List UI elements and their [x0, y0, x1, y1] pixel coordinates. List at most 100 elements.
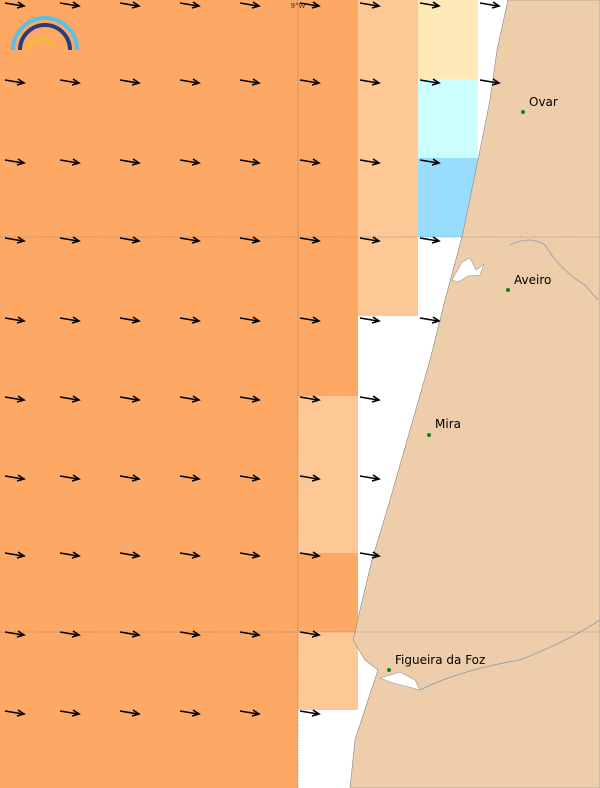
wind-arrow — [299, 630, 321, 638]
wind-arrow — [179, 158, 201, 166]
wind-arrow — [179, 316, 201, 324]
place-label: Ovar — [529, 95, 558, 109]
place-dot — [427, 433, 431, 437]
wind-arrow — [239, 630, 261, 638]
wind-arrow — [179, 474, 201, 482]
wind-arrow — [239, 236, 261, 244]
wind-arrow — [419, 316, 441, 324]
wind-arrow — [4, 630, 26, 638]
wind-arrow — [119, 158, 141, 166]
cell — [358, 0, 418, 316]
wind-arrow — [59, 630, 81, 638]
wind-arrow — [4, 395, 26, 403]
arrows — [4, 1, 501, 717]
cell — [418, 79, 478, 158]
wind-arrow — [179, 630, 201, 638]
wind-arrow — [239, 78, 261, 86]
cell — [298, 396, 358, 553]
cell — [418, 0, 478, 79]
wind-arrow — [4, 236, 26, 244]
wind-arrow — [239, 316, 261, 324]
wind-arrow — [359, 158, 381, 166]
wind-arrow — [359, 551, 381, 559]
wind-arrow — [59, 316, 81, 324]
wind-arrow — [359, 474, 381, 482]
wind-arrow — [59, 395, 81, 403]
wind-arrow — [59, 1, 81, 9]
wind-arrow — [419, 158, 441, 166]
land — [349, 0, 600, 788]
wind-arrow — [479, 1, 501, 9]
wind-arrow — [359, 1, 381, 9]
wind-arrow — [119, 630, 141, 638]
wind-arrow — [4, 158, 26, 166]
wind-arrow — [419, 236, 441, 244]
place-label: Figueira da Foz — [395, 653, 485, 667]
wind-arrow — [59, 236, 81, 244]
cell — [298, 0, 358, 396]
wind-arrow — [179, 78, 201, 86]
wind-arrow — [179, 709, 201, 717]
wind-arrow — [4, 1, 26, 9]
wind-arrow — [59, 551, 81, 559]
place-dot — [506, 288, 510, 292]
wind-arrow — [299, 551, 321, 559]
wind-arrow — [4, 78, 26, 86]
wind-arrow — [119, 1, 141, 9]
wind-arrow — [299, 236, 321, 244]
wind-arrow — [179, 1, 201, 9]
wind-arrow — [419, 78, 441, 86]
logo-arc — [11, 16, 79, 51]
wind-arrow — [59, 474, 81, 482]
wind-arrow — [419, 1, 441, 9]
meridian-label: 9°W — [291, 2, 306, 10]
place-label: Mira — [435, 417, 461, 431]
wind-arrow — [299, 316, 321, 324]
wind-arrow — [4, 316, 26, 324]
places: Ovar Aveiro Mira Figueira da Foz — [387, 95, 558, 672]
wind-arrow — [479, 78, 501, 86]
wind-arrow — [4, 709, 26, 717]
wind-arrow — [239, 1, 261, 9]
wind-arrow — [179, 551, 201, 559]
wind-arrow — [4, 474, 26, 482]
wind-arrow — [359, 236, 381, 244]
wind-arrow — [179, 236, 201, 244]
wind-arrow — [59, 78, 81, 86]
wind-arrow — [299, 709, 321, 717]
logo-arc — [18, 23, 72, 51]
wind-arrow — [119, 551, 141, 559]
wind-arrow — [359, 316, 381, 324]
cell — [0, 0, 298, 788]
wind-arrow — [59, 158, 81, 166]
wind-arrow — [4, 551, 26, 559]
place-dot — [387, 668, 391, 672]
wind-arrow — [239, 474, 261, 482]
place-dot — [521, 110, 525, 114]
wind-arrow — [119, 709, 141, 717]
wind-arrow — [239, 551, 261, 559]
wind-arrow — [119, 395, 141, 403]
wind-arrow — [59, 709, 81, 717]
wind-arrow — [299, 1, 321, 9]
cell — [298, 553, 358, 632]
wind-arrow — [179, 395, 201, 403]
cells — [0, 0, 478, 788]
wind-arrow — [299, 474, 321, 482]
river — [509, 239, 599, 301]
wind-arrow — [239, 395, 261, 403]
wind-arrow — [299, 78, 321, 86]
wind-arrow — [359, 395, 381, 403]
wind-arrow — [119, 78, 141, 86]
wind-arrow — [119, 474, 141, 482]
logo — [11, 16, 79, 51]
lagoon — [451, 257, 485, 283]
wind-arrow — [239, 709, 261, 717]
wind-arrow — [119, 316, 141, 324]
wind-arrow — [299, 395, 321, 403]
wind-arrow — [299, 158, 321, 166]
wind-arrow — [119, 236, 141, 244]
logo-arc — [25, 37, 57, 51]
wind-arrow — [239, 158, 261, 166]
